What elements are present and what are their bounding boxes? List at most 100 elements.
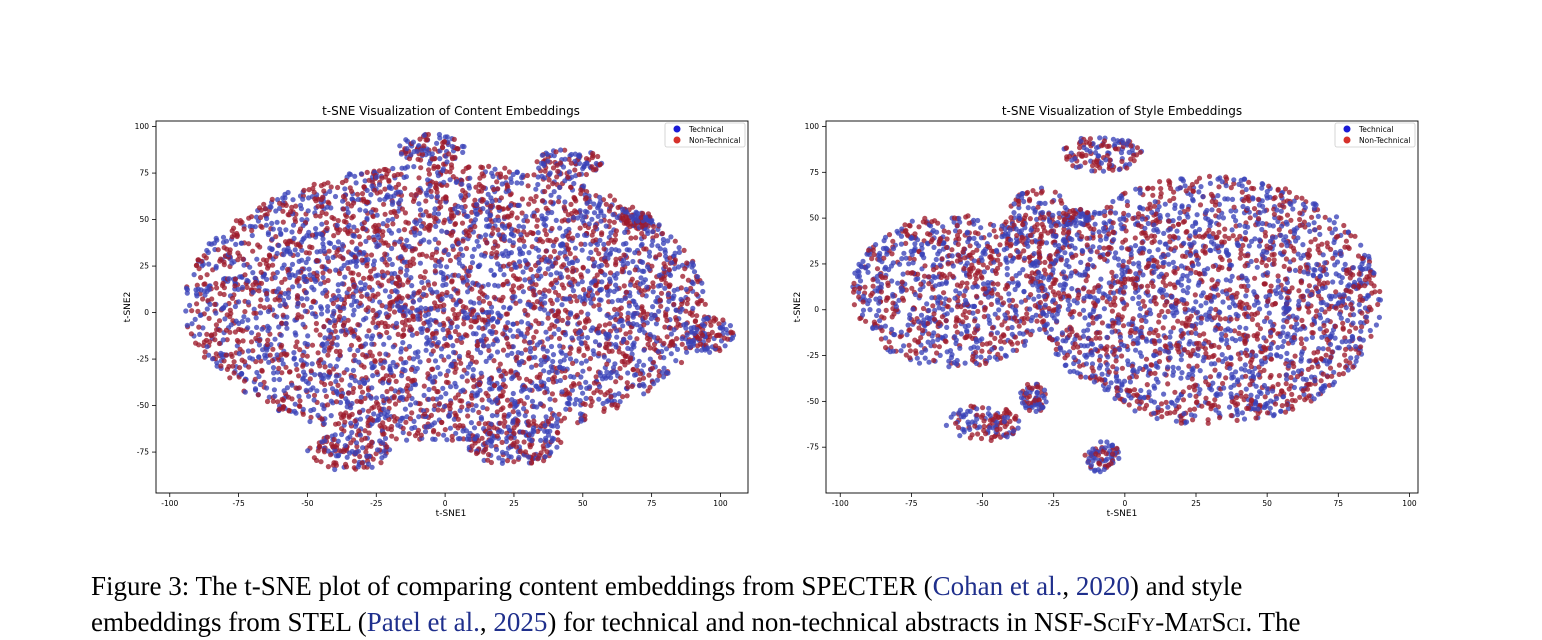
point-non-technical bbox=[573, 198, 578, 203]
point-technical bbox=[329, 413, 334, 418]
point-technical bbox=[542, 423, 547, 428]
point-technical bbox=[578, 374, 583, 379]
point-technical bbox=[358, 433, 363, 438]
point-technical bbox=[264, 223, 269, 228]
point-technical bbox=[236, 321, 241, 326]
point-non-technical bbox=[382, 251, 387, 256]
point-non-technical bbox=[594, 374, 599, 379]
point-technical bbox=[363, 208, 368, 213]
point-technical bbox=[339, 247, 344, 252]
point-non-technical bbox=[398, 356, 403, 361]
point-non-technical bbox=[369, 252, 374, 257]
point-technical bbox=[490, 329, 495, 334]
point-technical bbox=[569, 335, 574, 340]
point-non-technical bbox=[382, 425, 387, 430]
point-non-technical bbox=[375, 402, 380, 407]
point-non-technical bbox=[1010, 276, 1015, 281]
point-non-technical bbox=[429, 413, 434, 418]
point-technical bbox=[272, 387, 277, 392]
point-non-technical bbox=[608, 270, 613, 275]
point-technical bbox=[434, 141, 439, 146]
point-technical bbox=[558, 359, 563, 364]
point-technical bbox=[354, 246, 359, 251]
point-non-technical bbox=[555, 163, 560, 168]
point-technical bbox=[999, 346, 1004, 351]
point-technical bbox=[557, 343, 562, 348]
point-technical bbox=[672, 327, 677, 332]
point-non-technical bbox=[577, 346, 582, 351]
point-non-technical bbox=[712, 318, 717, 323]
point-non-technical bbox=[508, 403, 513, 408]
point-technical bbox=[383, 352, 388, 357]
point-non-technical bbox=[227, 330, 232, 335]
point-non-technical bbox=[714, 333, 719, 338]
point-technical bbox=[334, 364, 339, 369]
point-non-technical bbox=[324, 211, 329, 216]
point-technical bbox=[422, 133, 427, 138]
point-technical bbox=[327, 189, 332, 194]
point-technical bbox=[209, 242, 214, 247]
point-technical bbox=[535, 342, 540, 347]
point-non-technical bbox=[570, 361, 575, 366]
point-non-technical bbox=[426, 167, 431, 172]
point-non-technical bbox=[613, 317, 618, 322]
point-non-technical bbox=[402, 227, 407, 232]
point-non-technical bbox=[560, 218, 565, 223]
point-technical bbox=[380, 380, 385, 385]
point-non-technical bbox=[556, 309, 561, 314]
point-technical bbox=[527, 437, 532, 442]
point-non-technical bbox=[360, 460, 365, 465]
point-non-technical bbox=[942, 228, 947, 233]
point-non-technical bbox=[554, 174, 559, 179]
point-non-technical bbox=[557, 336, 562, 341]
point-technical bbox=[470, 254, 475, 259]
point-non-technical bbox=[582, 301, 587, 306]
point-technical bbox=[503, 249, 508, 254]
point-non-technical bbox=[312, 455, 317, 460]
point-non-technical bbox=[498, 374, 503, 379]
point-non-technical bbox=[484, 240, 489, 245]
point-technical bbox=[432, 375, 437, 380]
point-technical bbox=[629, 214, 634, 219]
point-technical bbox=[272, 394, 277, 399]
point-technical bbox=[440, 168, 445, 173]
point-technical bbox=[550, 359, 555, 364]
point-technical bbox=[441, 277, 446, 282]
point-non-technical bbox=[604, 285, 609, 290]
point-technical bbox=[404, 268, 409, 273]
point-technical bbox=[193, 317, 198, 322]
point-non-technical bbox=[323, 364, 328, 369]
point-technical bbox=[233, 304, 238, 309]
point-technical bbox=[528, 303, 533, 308]
point-non-technical bbox=[593, 225, 598, 230]
point-technical bbox=[271, 365, 276, 370]
point-non-technical bbox=[377, 351, 382, 356]
point-non-technical bbox=[372, 188, 377, 193]
point-non-technical bbox=[467, 233, 472, 238]
point-technical bbox=[511, 391, 516, 396]
point-non-technical bbox=[431, 428, 436, 433]
point-non-technical bbox=[416, 290, 421, 295]
point-technical bbox=[592, 278, 597, 283]
point-non-technical bbox=[364, 307, 369, 312]
point-technical bbox=[253, 224, 258, 229]
point-technical bbox=[353, 289, 358, 294]
point-technical bbox=[557, 185, 562, 190]
point-technical bbox=[516, 203, 521, 208]
point-technical bbox=[424, 348, 429, 353]
point-technical bbox=[389, 186, 394, 191]
point-non-technical bbox=[989, 248, 994, 253]
point-technical bbox=[332, 295, 337, 300]
point-non-technical bbox=[498, 362, 503, 367]
point-non-technical bbox=[217, 341, 222, 346]
point-non-technical bbox=[392, 242, 397, 247]
point-technical bbox=[378, 412, 383, 417]
point-technical bbox=[356, 197, 361, 202]
point-technical bbox=[245, 325, 250, 330]
point-technical bbox=[477, 263, 482, 268]
point-technical bbox=[700, 322, 705, 327]
point-technical bbox=[364, 454, 369, 459]
point-non-technical bbox=[444, 290, 449, 295]
point-technical bbox=[536, 248, 541, 253]
